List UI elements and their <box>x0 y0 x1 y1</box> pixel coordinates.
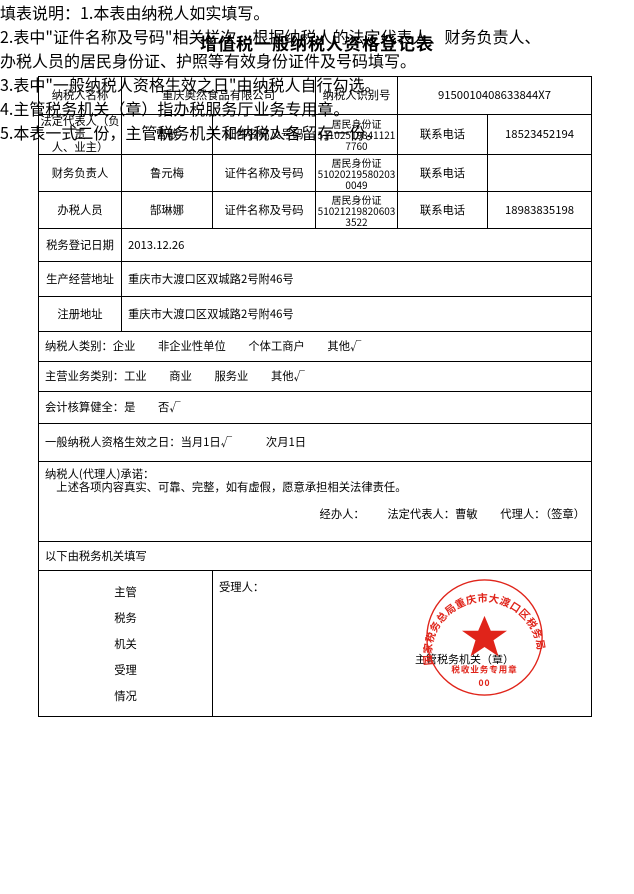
svg-text:00: 00 <box>479 677 491 689</box>
svg-text:税收业务专用章: 税收业务专用章 <box>451 664 517 676</box>
